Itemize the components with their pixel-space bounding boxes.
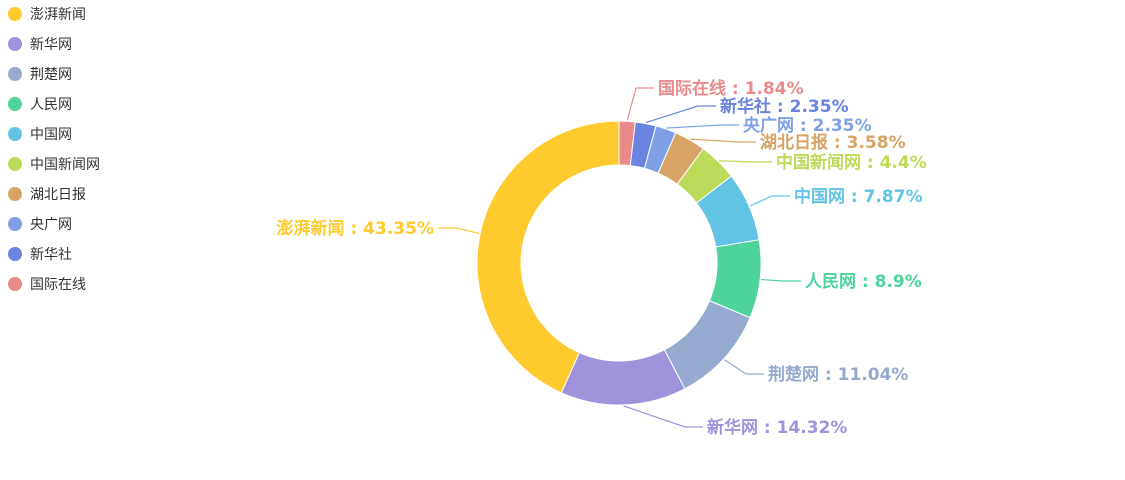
leader-line	[718, 160, 772, 163]
slice-label: 人民网 : 8.9%	[805, 272, 922, 292]
legend-label: 澎湃新闻	[30, 7, 86, 23]
legend-item[interactable]: 澎湃新闻	[8, 7, 86, 23]
legend-label: 央广网	[30, 217, 72, 233]
legend-swatch	[8, 247, 22, 261]
slice-label: 国际在线 : 1.84%	[658, 78, 804, 99]
slice-label: 中国新闻网 : 4.4%	[776, 152, 927, 173]
legend-label: 中国新闻网	[30, 157, 100, 173]
legend-swatch	[8, 127, 22, 141]
slice-label: 新华网 : 14.32%	[707, 417, 847, 438]
donut-slice[interactable]	[560, 349, 686, 406]
legend-label: 国际在线	[30, 277, 86, 293]
legend-item[interactable]: 湖北日报	[8, 187, 86, 203]
legend-label: 荆楚网	[30, 67, 72, 83]
leader-line	[666, 124, 739, 129]
slice-label: 中国网 : 7.87%	[794, 186, 923, 207]
leader-line	[724, 359, 764, 375]
slice-label: 新华社 : 2.35%	[720, 96, 849, 117]
legend-item[interactable]: 新华网	[8, 37, 72, 53]
legend-swatch	[8, 277, 22, 291]
leader-line	[690, 138, 756, 143]
legend-item[interactable]: 央广网	[8, 217, 72, 233]
legend-item[interactable]: 人民网	[8, 97, 72, 113]
leader-lines	[438, 87, 801, 428]
legend-item[interactable]: 国际在线	[8, 277, 86, 293]
leader-line	[626, 87, 654, 121]
leader-line	[761, 278, 801, 282]
leader-line	[438, 227, 480, 234]
slice-labels: 澎湃新闻 : 43.35% 新华网 : 14.32% 荆楚网 : 11.04% 人民网…	[277, 78, 927, 438]
slice-label: 湖北日报 : 3.58%	[760, 132, 906, 153]
leader-line	[749, 195, 790, 207]
legend-swatch	[8, 217, 22, 231]
slice-label: 荆楚网 : 11.04%	[768, 364, 908, 385]
legend-label: 新华网	[30, 37, 72, 53]
donut-slices	[476, 120, 762, 406]
legend-item[interactable]: 中国新闻网	[8, 157, 100, 173]
legend-item[interactable]: 新华社	[8, 247, 72, 263]
legend-swatch	[8, 7, 22, 21]
legend-label: 湖北日报	[30, 187, 86, 203]
legend-item[interactable]: 荆楚网	[8, 67, 72, 83]
legend-label: 新华社	[30, 247, 72, 263]
leader-line	[623, 405, 703, 428]
legend-swatch	[8, 97, 22, 111]
slice-label: 央广网 : 2.35%	[743, 115, 872, 136]
leader-line	[645, 105, 716, 124]
legend-label: 中国网	[30, 127, 72, 143]
legend-swatch	[8, 67, 22, 81]
legend-swatch	[8, 37, 22, 51]
legend-label: 人民网	[30, 97, 72, 113]
legend-swatch	[8, 157, 22, 171]
slice-label: 澎湃新闻 : 43.35%	[277, 218, 434, 239]
legend-swatch	[8, 187, 22, 201]
legend-item[interactable]: 中国网	[8, 127, 72, 143]
donut-slice[interactable]	[476, 120, 620, 394]
